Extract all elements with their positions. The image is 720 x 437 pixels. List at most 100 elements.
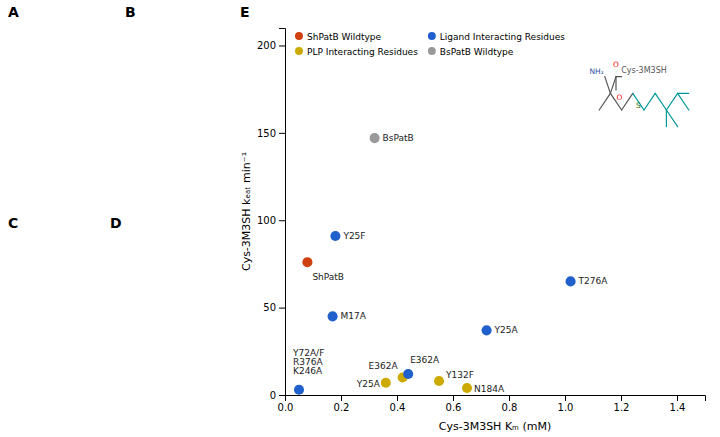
inset-bond [622, 93, 633, 110]
legend-marker [295, 47, 303, 55]
point [403, 369, 413, 379]
legend-entry: Ligand Interacting Residues [428, 32, 565, 42]
x-tick-mark [677, 395, 678, 401]
point-label: ShPatB [312, 272, 344, 282]
legend-marker [428, 47, 436, 55]
figure: ABCDE0.00.20.40.60.81.01.21.405010015020… [0, 0, 720, 437]
x-tick-label: 0.6 [446, 402, 462, 413]
y-tick-label: 200 [257, 40, 276, 51]
inset-bond [605, 77, 611, 94]
y-axis-line [279, 29, 286, 396]
inset-bond [644, 93, 655, 110]
panel-label: E [240, 4, 250, 20]
x-tick-label: 1.2 [614, 402, 630, 413]
inset-bond [615, 77, 616, 90]
inset-bond [666, 110, 667, 127]
y-axis-title: Cys-3M3SH kₑₐₜ min⁻¹ [240, 152, 253, 271]
inset-bond [678, 93, 689, 110]
x-tick: 0.6 [446, 395, 462, 413]
y-tick-label: 0 [270, 390, 276, 401]
molecule-inset: Cys-3M3SH NH₂ O O S [589, 60, 688, 126]
point-label: Y25F [342, 231, 365, 241]
x-tick-mark [453, 395, 454, 401]
point-label: N184A [474, 384, 505, 394]
point-label: Y25A [494, 325, 519, 335]
x-tick: 0.2 [334, 395, 350, 413]
panel-label: B [125, 4, 136, 20]
y-tick-mark [279, 308, 285, 309]
inset-bond [599, 93, 610, 110]
y-tick: 100 [257, 215, 285, 226]
panel-label: D [110, 215, 122, 231]
x-axis: 0.0 0.2 0.4 0.6 0.8 1.0 1.2 1.4 [278, 395, 706, 413]
x-tick-mark [509, 395, 510, 401]
x-tick-mark [621, 395, 622, 401]
y-tick-label: 50 [263, 302, 276, 313]
inset-bond [666, 93, 677, 110]
point [294, 385, 304, 395]
inset-bond [616, 76, 622, 77]
point [381, 378, 391, 388]
point-label: E362A [410, 355, 440, 365]
point [370, 133, 380, 143]
legend-label: PLP Interacting Residues [307, 47, 418, 57]
legend-marker [295, 32, 303, 40]
x-tick: 0.4 [390, 395, 406, 413]
inset-bond [678, 93, 689, 94]
point-label: M17A [341, 311, 367, 321]
x-tick: 1.4 [670, 395, 686, 413]
inset-atom-label: O [617, 93, 623, 102]
panel-label: C [8, 215, 18, 231]
inset-atom-label: O [613, 60, 619, 69]
point-label: Y25A [356, 379, 381, 389]
y-tick-mark [279, 395, 285, 396]
x-tick-label: 0.8 [502, 402, 518, 413]
legend-marker [428, 32, 436, 40]
point [462, 383, 472, 393]
x-tick-label: 0.4 [390, 402, 406, 413]
legend-entry: BsPatB Wildtype [428, 47, 514, 57]
inset-title: Cys-3M3SH [621, 66, 667, 75]
x-tick: 0.0 [278, 395, 294, 413]
point-label: Y72A/FR376AK246A [292, 348, 324, 376]
x-axis-line [286, 396, 706, 402]
x-tick-label: 0.0 [278, 402, 294, 413]
inset-bond [610, 93, 621, 110]
legend-entry: ShPatB Wildtype [295, 32, 381, 42]
points [294, 133, 576, 395]
x-tick: 0.8 [502, 395, 518, 413]
point-label: E362A [369, 361, 399, 371]
inset-atom-label: NH₂ [589, 67, 603, 76]
point-label: T276A [578, 276, 609, 286]
x-tick-mark [397, 395, 398, 401]
y-tick: 0 [270, 390, 285, 401]
y-axis: 0 50 100 150 200 [257, 29, 286, 401]
y-tick-label: 150 [257, 128, 276, 139]
point [302, 257, 312, 267]
point [330, 231, 340, 241]
x-tick-label: 1.4 [670, 402, 686, 413]
x-tick: 1.2 [614, 395, 630, 413]
point-label-line: K246A [293, 366, 323, 376]
x-axis-title: Cys-3M3SH Kₘ (mM) [439, 420, 551, 433]
inset-bond [666, 110, 677, 127]
y-tick-mark [279, 133, 285, 134]
point [328, 311, 338, 321]
y-tick: 200 [257, 40, 285, 51]
point-label: BsPatB [383, 133, 414, 143]
y-tick: 50 [263, 302, 285, 313]
y-tick-mark [279, 45, 285, 46]
inset-atom-label: S [636, 101, 641, 110]
x-tick: 1.0 [558, 395, 574, 413]
point [566, 276, 576, 286]
y-tick: 150 [257, 128, 285, 139]
y-tick-mark [279, 220, 285, 221]
legend-label: ShPatB Wildtype [307, 32, 382, 42]
point-labels: ShPatB Y25A E362A Y132FN184A Y25F M17A T276A Y2… [292, 133, 608, 394]
point-label: Y132F [445, 370, 474, 380]
x-tick-label: 0.2 [334, 402, 350, 413]
x-tick-mark [341, 395, 342, 401]
inset-bond [633, 93, 644, 110]
x-tick-mark [565, 395, 566, 401]
inset-bond [610, 77, 616, 94]
